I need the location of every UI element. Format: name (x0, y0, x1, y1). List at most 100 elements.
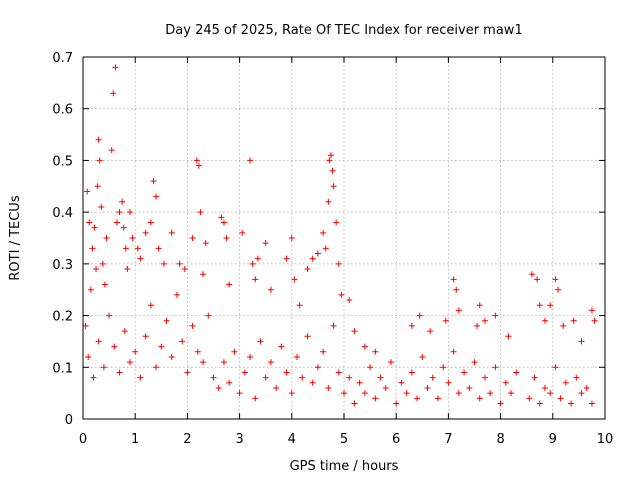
data-point (481, 374, 488, 381)
data-point (85, 353, 92, 360)
data-point (474, 322, 481, 329)
data-point (547, 302, 554, 309)
data-point (86, 219, 93, 226)
data-point (372, 348, 379, 355)
data-point (89, 245, 96, 252)
y-tick-label: 0.6 (52, 103, 73, 118)
data-point (226, 281, 233, 288)
data-point (330, 183, 337, 190)
data-point (283, 255, 290, 262)
data-point (508, 390, 515, 397)
y-tick-label: 0.2 (52, 310, 73, 325)
data-point (160, 260, 167, 267)
data-point (453, 286, 460, 293)
data-point (116, 209, 123, 216)
data-point (147, 302, 154, 309)
data-point (101, 281, 108, 288)
data-point (288, 235, 295, 241)
data-point (121, 328, 128, 335)
data-point (320, 348, 327, 355)
data-point (129, 235, 136, 241)
data-point (455, 307, 462, 314)
data-point (189, 322, 196, 329)
data-point (372, 395, 379, 402)
data-point (142, 333, 149, 340)
data-point (202, 240, 209, 247)
data-point (194, 348, 201, 355)
data-point (120, 224, 127, 231)
data-point (98, 203, 105, 210)
data-point (424, 384, 431, 391)
data-point (578, 338, 585, 345)
data-point (466, 384, 473, 391)
data-point (513, 369, 520, 376)
data-point (262, 240, 269, 247)
data-point (325, 198, 332, 205)
data-point (326, 157, 333, 164)
data-point (254, 255, 261, 262)
data-point (442, 317, 449, 324)
data-point (252, 395, 259, 402)
data-point (541, 384, 548, 391)
x-tick-label: 2 (183, 432, 191, 447)
data-point (262, 374, 269, 381)
data-point (333, 219, 340, 226)
data-point (122, 245, 129, 252)
data-point (111, 343, 118, 350)
x-tick-label: 7 (444, 432, 452, 447)
data-points (82, 64, 598, 407)
data-point (329, 167, 336, 174)
data-point (588, 400, 595, 407)
data-point (403, 390, 410, 397)
data-point (239, 229, 246, 236)
data-point (536, 302, 543, 309)
chart-title: Day 245 of 2025, Rate Of TEC Index for r… (165, 23, 522, 38)
data-point (338, 291, 345, 298)
data-point (193, 157, 200, 164)
data-point (562, 379, 569, 386)
data-point (94, 183, 101, 190)
data-point (296, 302, 303, 309)
data-point (322, 245, 329, 252)
data-point (195, 162, 202, 169)
data-point (126, 359, 133, 366)
data-point (231, 348, 238, 355)
data-point (288, 390, 295, 397)
x-tick-label: 0 (79, 432, 87, 447)
y-tick-label: 0.7 (52, 51, 73, 66)
data-point (91, 224, 98, 231)
data-point (505, 333, 512, 340)
data-point (327, 152, 334, 159)
y-tick-label: 0.3 (52, 258, 73, 273)
data-point (356, 379, 363, 386)
data-point (341, 390, 347, 397)
data-point (137, 255, 144, 262)
y-tick-label: 0.4 (52, 206, 73, 221)
x-tick-label: 4 (288, 432, 296, 447)
data-point (197, 209, 204, 216)
data-point (304, 333, 311, 340)
data-point (113, 219, 120, 226)
data-point (273, 384, 280, 391)
data-point (573, 374, 580, 381)
data-point (461, 369, 468, 376)
data-point (95, 136, 102, 143)
data-point (163, 317, 170, 324)
data-point (476, 395, 483, 402)
data-point (361, 390, 368, 397)
data-point (96, 157, 103, 164)
data-point (361, 343, 368, 350)
data-point (492, 312, 499, 319)
data-point (257, 338, 264, 345)
data-point (408, 322, 415, 329)
data-point (528, 271, 535, 278)
data-point (309, 379, 316, 386)
data-point (90, 374, 97, 381)
data-point (134, 245, 141, 252)
data-point (588, 307, 595, 314)
data-point (155, 245, 162, 252)
data-point (119, 198, 126, 205)
y-tick-label: 0 (65, 413, 73, 428)
data-point (294, 353, 301, 360)
